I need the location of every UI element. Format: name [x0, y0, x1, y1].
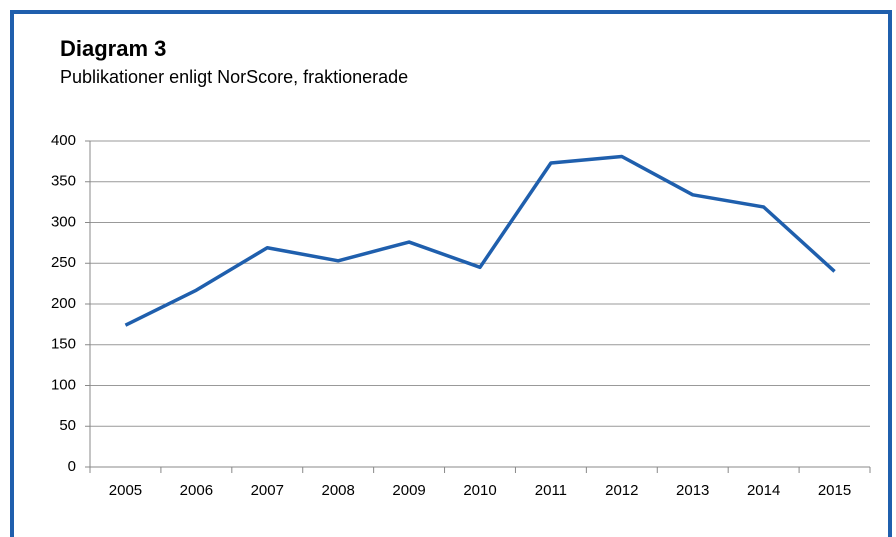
- y-tick-label: 150: [51, 336, 76, 353]
- x-tick-label: 2010: [463, 482, 496, 499]
- x-tick-label: 2011: [535, 482, 567, 499]
- x-tick-label: 2014: [747, 482, 780, 499]
- chart-subtitle: Publikationer enligt NorScore, fraktione…: [60, 67, 408, 87]
- y-tick-label: 350: [51, 173, 76, 190]
- x-tick-label: 2008: [321, 482, 354, 499]
- y-tick-label: 400: [51, 132, 76, 149]
- y-tick-label: 300: [51, 213, 76, 230]
- x-tick-label: 2015: [818, 482, 851, 499]
- x-tick-label: 2013: [676, 482, 709, 499]
- x-tick-label: 2006: [180, 482, 213, 499]
- y-tick-label: 200: [51, 295, 76, 312]
- y-tick-label: 250: [51, 254, 76, 271]
- y-tick-label: 0: [68, 458, 76, 475]
- chart-title: Diagram 3: [60, 36, 166, 61]
- x-tick-label: 2005: [109, 482, 142, 499]
- x-tick-label: 2012: [605, 482, 638, 499]
- y-tick-label: 100: [51, 376, 76, 393]
- x-tick-label: 2009: [392, 482, 425, 499]
- line-series: [124, 154, 836, 327]
- x-tick-label: 2007: [251, 482, 284, 499]
- y-tick-label: 50: [59, 417, 76, 434]
- frame: [10, 10, 892, 537]
